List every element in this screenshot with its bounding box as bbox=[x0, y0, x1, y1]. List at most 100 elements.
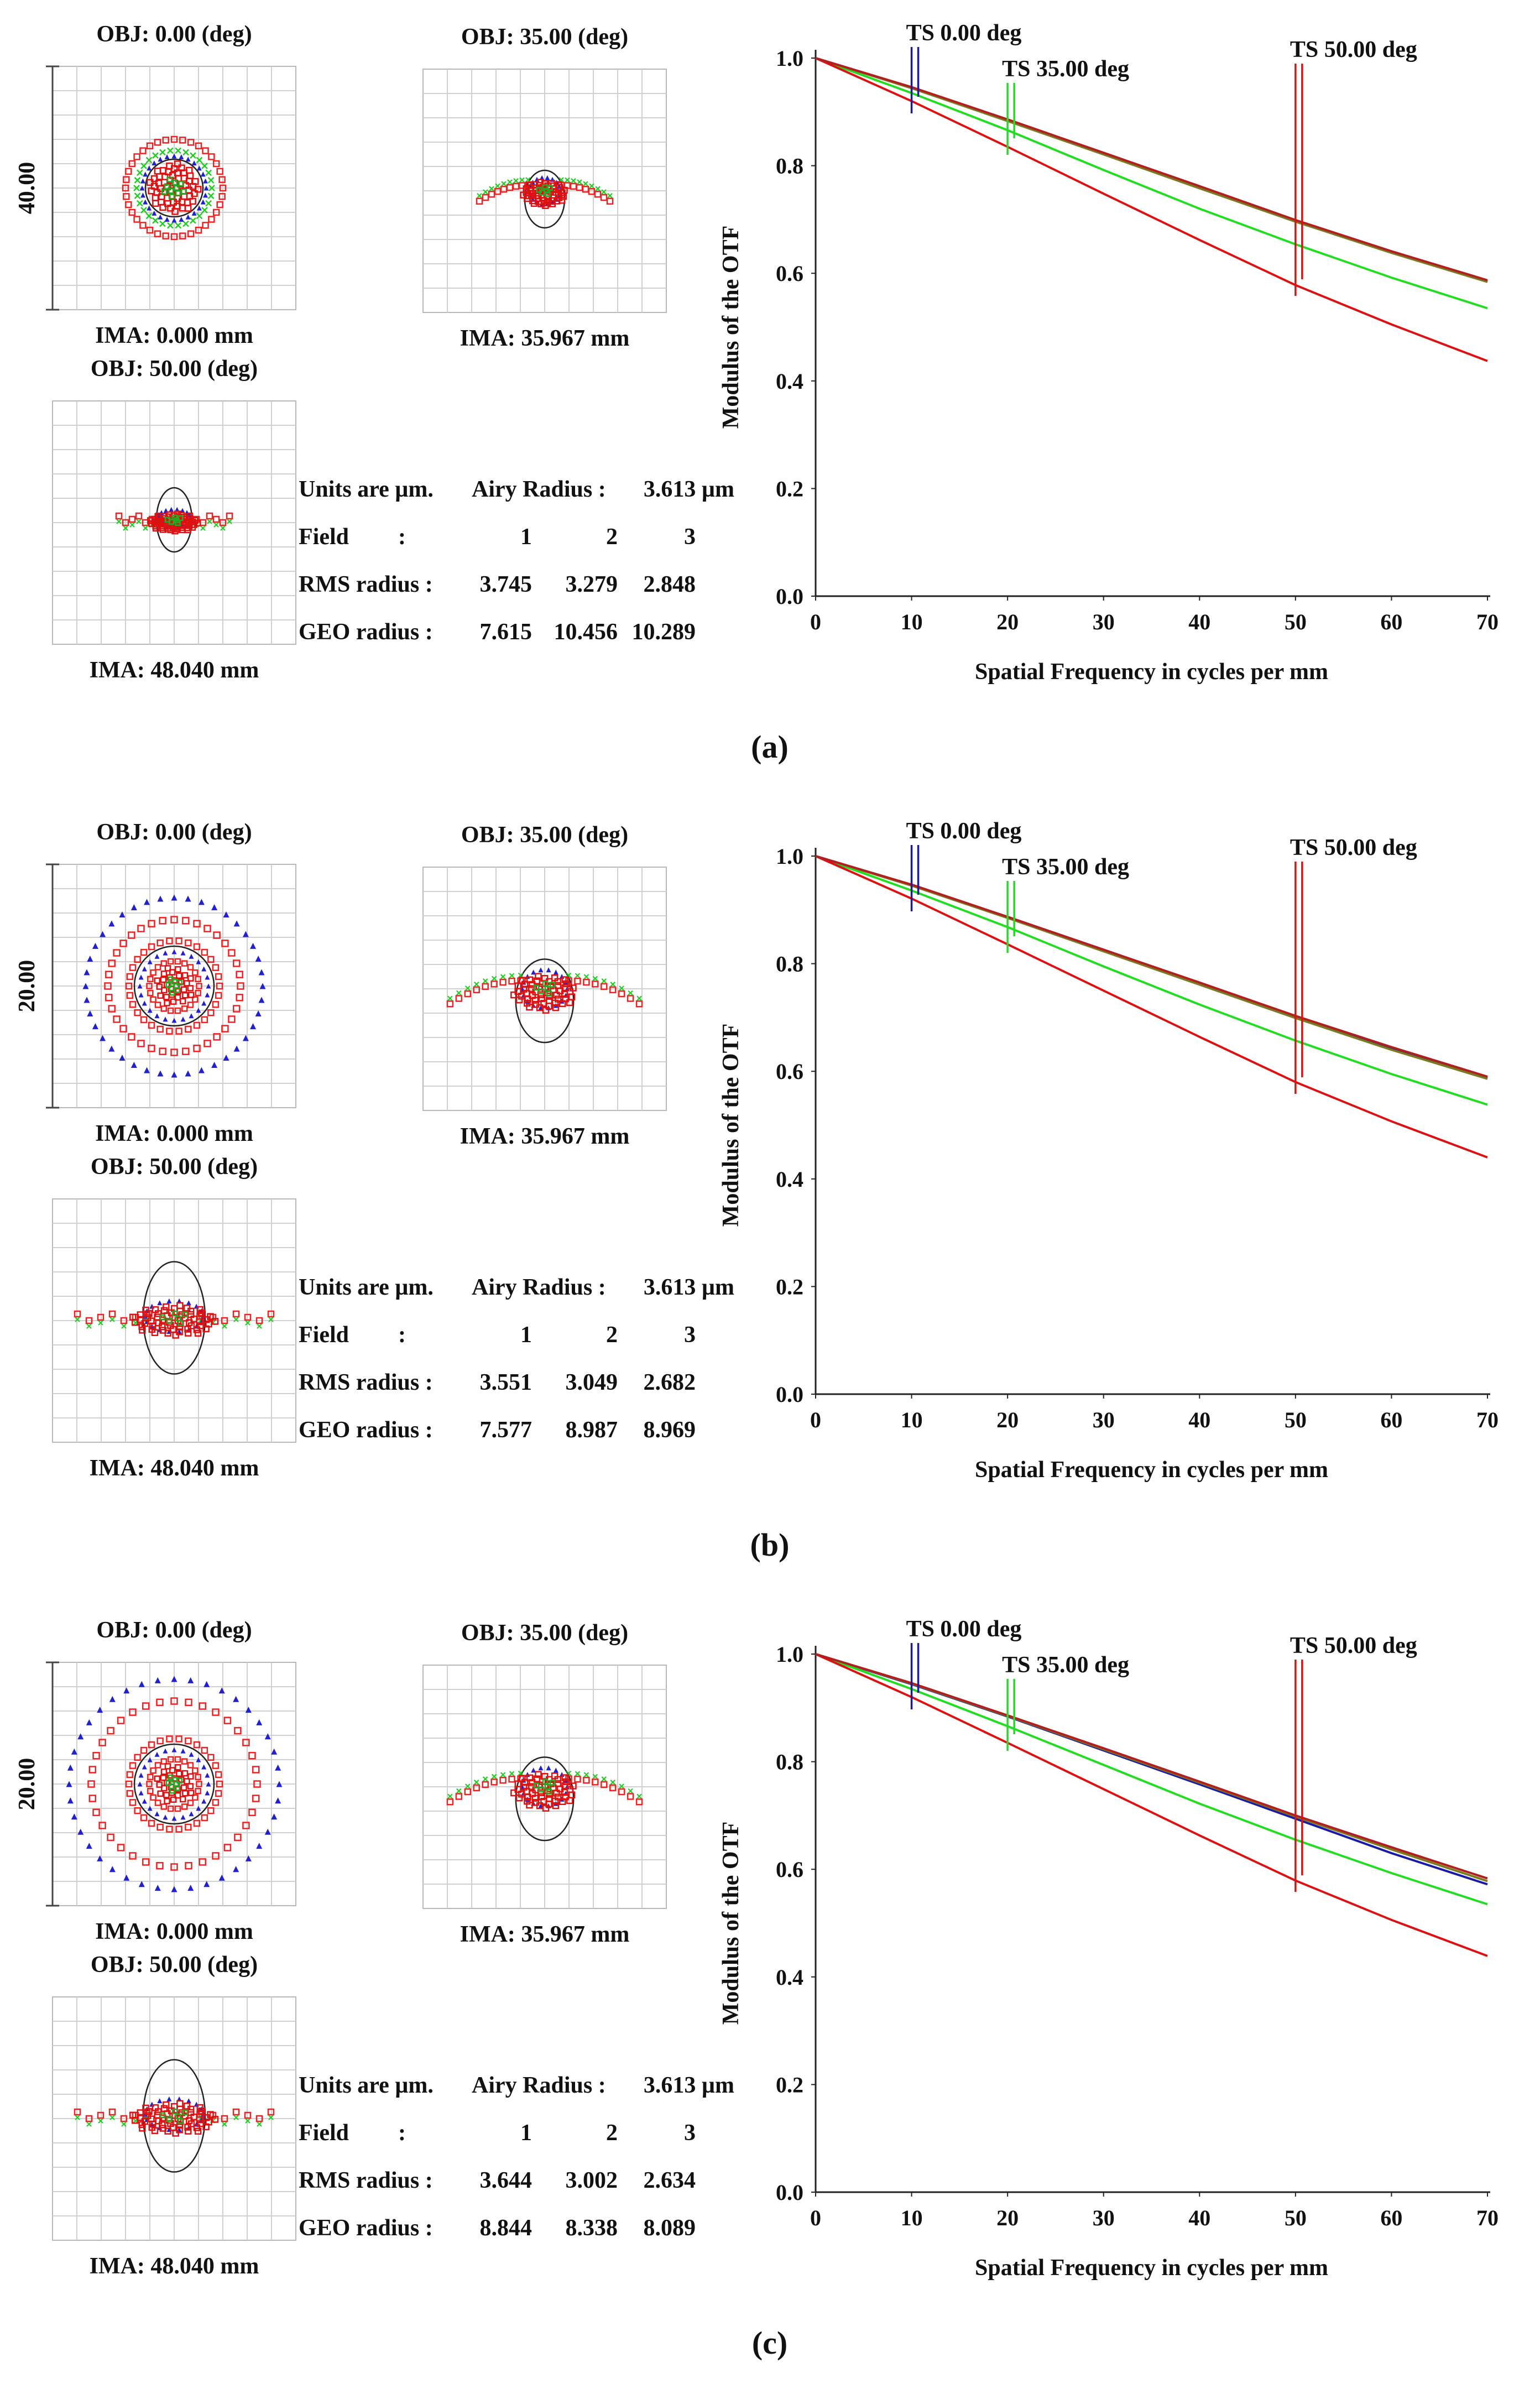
spot-ray-cross bbox=[610, 982, 616, 987]
mtf-series-line bbox=[815, 1653, 1488, 1957]
spot-ray-triangle bbox=[196, 959, 201, 964]
spot-ray-cross bbox=[619, 1783, 624, 1789]
spot-ray-square bbox=[166, 162, 173, 170]
spot-ray-cross bbox=[207, 192, 215, 200]
spot-ray-cross bbox=[456, 1788, 462, 1794]
spot-ray-square bbox=[553, 992, 560, 999]
spot-ray-cross bbox=[592, 976, 598, 982]
spot-ray-triangle bbox=[242, 931, 249, 937]
spot-ray-triangle bbox=[271, 1748, 278, 1755]
spot-ray-square bbox=[168, 1774, 174, 1781]
spot-ray-square bbox=[558, 1000, 566, 1008]
spot-ray-triangle bbox=[109, 1696, 116, 1702]
spot-ray-square bbox=[88, 1766, 97, 1774]
rms-radius-value: 2.682 bbox=[644, 1370, 696, 1395]
spot-ray-cross bbox=[121, 1323, 127, 1329]
spot-ray-triangle bbox=[189, 1751, 194, 1757]
x-tick-label: 10 bbox=[901, 2205, 923, 2230]
x-tick-label: 70 bbox=[1476, 609, 1499, 634]
spot-ray-square bbox=[515, 1794, 523, 1802]
mtf-series-line bbox=[815, 855, 1488, 1159]
spot-ray-square bbox=[117, 1844, 125, 1851]
spot-ray-square bbox=[172, 1310, 178, 1317]
spot-ray-square bbox=[187, 964, 194, 971]
spot-ray-square bbox=[139, 1327, 146, 1334]
field-colon: : bbox=[398, 524, 406, 550]
spot-ray-square bbox=[252, 1795, 260, 1802]
spot-ray-triangle bbox=[163, 1814, 168, 1820]
spot-ray-triangle bbox=[67, 1797, 74, 1804]
ts-marker-label: TS 50.00 deg bbox=[1290, 835, 1417, 860]
spot-ray-square bbox=[185, 513, 192, 520]
spot-ray-triangle bbox=[83, 969, 90, 976]
spot-ray-triangle bbox=[198, 1067, 205, 1073]
spot-ray-square bbox=[526, 1801, 533, 1809]
spot-ray-square bbox=[185, 939, 192, 947]
spot-ray-triangle bbox=[218, 1687, 225, 1694]
spot-ray-square bbox=[104, 982, 112, 990]
figure-panel-b: OBJ: 0.00 (deg) IMA: 0.000 mm OBJ: 35.00 (… bbox=[0, 798, 1540, 1596]
units-label: Units are µm. bbox=[299, 1275, 434, 1300]
spot-ray-triangle bbox=[66, 1781, 72, 1787]
spot-field-title: OBJ: 50.00 (deg) bbox=[91, 1154, 258, 1180]
spot-ray-square bbox=[160, 976, 167, 983]
spot-ray-square bbox=[193, 1045, 201, 1052]
spot-ray-cross bbox=[121, 2121, 127, 2127]
spot-ray-square bbox=[170, 233, 178, 241]
spot-ray-square bbox=[125, 201, 132, 208]
spot-ray-square bbox=[187, 1790, 195, 1796]
spot-ray-square bbox=[535, 1771, 542, 1778]
y-tick-label: 0.4 bbox=[776, 369, 803, 394]
spot-ray-square bbox=[533, 984, 540, 991]
spot-ray-square bbox=[201, 1016, 208, 1024]
spot-ray-triangle bbox=[157, 1300, 163, 1306]
airy-disk-ellipse bbox=[515, 1756, 575, 1842]
spot-ray-square bbox=[134, 1754, 141, 1761]
spot-ray-triangle bbox=[211, 1062, 218, 1068]
spot-ray-square bbox=[147, 1774, 154, 1781]
spot-ray-square bbox=[156, 939, 164, 947]
spot-ray-cross bbox=[86, 2121, 92, 2127]
spot-ray-square bbox=[515, 996, 523, 1004]
spot-ray-triangle bbox=[157, 895, 164, 902]
rms-radius-value: 2.848 bbox=[644, 572, 696, 597]
spot-ray-triangle bbox=[546, 967, 551, 973]
spot-ray-square bbox=[169, 194, 175, 200]
spot-ray-triangle bbox=[142, 966, 147, 972]
geo-radius-label: GEO radius : bbox=[299, 1417, 433, 1443]
x-tick-label: 70 bbox=[1476, 1407, 1499, 1432]
spot-image-label: IMA: 35.967 mm bbox=[460, 1922, 630, 1947]
spot-ray-triangle bbox=[203, 178, 208, 184]
panel-caption: (a) bbox=[751, 729, 789, 765]
spot-ray-square bbox=[123, 176, 130, 183]
airy-radius-label: Airy Radius : bbox=[472, 1275, 606, 1300]
spot-ray-square bbox=[107, 1727, 114, 1735]
spot-ray-square bbox=[562, 1778, 570, 1786]
ts-marker-label: TS 0.00 deg bbox=[906, 1616, 1022, 1642]
spot-ray-triangle bbox=[100, 1035, 106, 1041]
scale-label: 20.00 bbox=[14, 1758, 40, 1811]
spot-ray-square bbox=[236, 994, 243, 1002]
spot-ray-square bbox=[195, 226, 202, 234]
spot-ray-square bbox=[207, 2111, 214, 2118]
spot-ray-triangle bbox=[147, 1806, 153, 1811]
spot-ray-square bbox=[221, 940, 229, 947]
spot-ray-square bbox=[187, 975, 194, 982]
spot-ray-square bbox=[160, 1803, 168, 1810]
spot-ray-triangle bbox=[553, 969, 558, 975]
spot-ray-triangle bbox=[275, 1797, 281, 1804]
spot-ray-square bbox=[514, 982, 522, 989]
spot-ray-square bbox=[105, 994, 113, 1002]
airy-disk-circle bbox=[133, 1743, 215, 1825]
spot-ray-cross bbox=[473, 1780, 479, 1785]
spot-ray-triangle bbox=[218, 1874, 225, 1881]
spot-ray-square bbox=[215, 1771, 222, 1778]
spot-ray-square bbox=[162, 137, 169, 144]
field-number: 1 bbox=[520, 2120, 532, 2146]
mtf-chart: 0.0 0.2 0.4 0.6 0.8 1.0 0 10 20 30 40 50 60 70 Spatial… bbox=[718, 818, 1499, 1483]
spot-ray-square bbox=[156, 1781, 163, 1788]
spot-ray-square bbox=[181, 1758, 188, 1765]
spot-ray-square bbox=[137, 2109, 144, 2116]
spot-ray-square bbox=[201, 1746, 208, 1754]
spot-ray-square bbox=[159, 204, 166, 211]
